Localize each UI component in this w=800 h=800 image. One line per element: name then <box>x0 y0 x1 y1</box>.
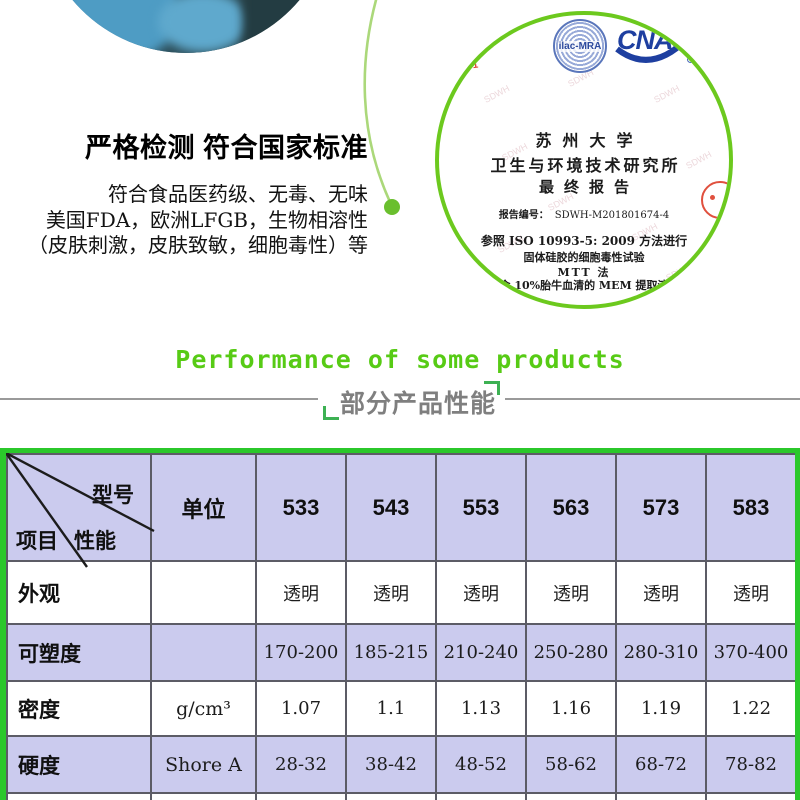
table-row-appearance: 外观 透明 透明 透明 透明 透明 透明 <box>6 560 795 625</box>
value-cell: 透明 <box>345 560 437 625</box>
row-label: 外观 <box>6 560 152 625</box>
green-dot <box>384 199 400 215</box>
row-label: 可塑度 <box>6 623 152 682</box>
value-cell: 370-400 <box>705 623 795 682</box>
ilac-mra-logo-icon: ilac-MRA <box>553 19 607 73</box>
table-header-row: 型号 项目 性能 单位 533 543 553 563 573 583 <box>6 453 795 562</box>
divider-line-left <box>0 398 318 400</box>
unit-cell <box>150 623 257 682</box>
cnas-label: CNAS <box>617 25 691 55</box>
value-cell: 58-62 <box>525 735 617 794</box>
spec-table-grid: 型号 项目 性能 单位 533 543 553 563 573 583 外观 <box>6 453 795 800</box>
certificate-test-line: 固体硅胶的细胞毒性试验 <box>523 251 645 264</box>
hero-body-line: 符合食品医药级、无毒、无味 <box>108 182 368 206</box>
section-title-english: Performance of some products <box>175 345 625 374</box>
watermark-text: SDWH <box>652 83 682 105</box>
divider-line-right <box>505 398 800 400</box>
value-cell: 透明 <box>705 560 795 625</box>
value-cell: 透明 <box>435 560 527 625</box>
table-row-partial <box>6 792 795 800</box>
report-number-label: 报告编号： <box>498 210 549 221</box>
value-cell: 1.16 <box>525 680 617 737</box>
certificate-image: SDWH SDWH SDWH SDWH SDWH SDWH SDWH SDWH … <box>435 11 733 309</box>
value-cell: 170-200 <box>255 623 347 682</box>
table-row-hardness: 硬度 Shore A 28-32 38-42 48-52 58-62 68-72… <box>6 735 795 794</box>
hero-heading: 严格检测 符合国家标准 <box>84 133 368 163</box>
value-cell: 280-310 <box>615 623 707 682</box>
value-cell: 68-72 <box>615 735 707 794</box>
photo-highlight-shape <box>158 0 248 52</box>
certificate-method-line: 参照 ISO 10993-5: 2009 方法进行 <box>480 234 688 248</box>
table-corner-cell: 型号 项目 性能 <box>6 453 152 562</box>
column-header-model: 533 <box>255 453 347 562</box>
column-header-model: 573 <box>615 453 707 562</box>
corner-bracket-bottom-left-icon <box>323 406 339 420</box>
value-cell: 1.19 <box>615 680 707 737</box>
certificate-report-title: 最终报告 <box>538 178 639 196</box>
value-cell: 78-82 <box>705 735 795 794</box>
corner-label-item: 项目 <box>16 530 58 553</box>
table-row-density: 密度 g/cm³ 1.07 1.1 1.13 1.16 1.19 1.22 <box>6 680 795 737</box>
certificate-institute: 卫生与环境技术研究所 <box>490 156 681 175</box>
value-cell: 38-42 <box>345 735 437 794</box>
value-cell: 210-240 <box>435 623 527 682</box>
corner-bracket-top-right-icon <box>484 381 500 395</box>
value-cell: 1.1 <box>345 680 437 737</box>
value-cell: 透明 <box>615 560 707 625</box>
watermark-text: SDWH <box>482 83 512 105</box>
value-cell: 透明 <box>525 560 617 625</box>
red-seal-icon <box>701 181 729 219</box>
certificate-mtt-line: MTT 法 <box>557 266 611 279</box>
table-row-plasticity: 可塑度 170-200 185-215 210-240 250-280 280-… <box>6 623 795 682</box>
corner-label-model: 型号 <box>92 484 134 507</box>
ilac-mra-label: ilac-MRA <box>558 40 602 52</box>
hero-text-block: 严格检测 符合国家标准 符合食品医药级、无毒、无味 美国FDA，欧洲LFGB，生… <box>0 126 368 259</box>
value-cell: 28-32 <box>255 735 347 794</box>
value-cell: 1.07 <box>255 680 347 737</box>
row-label: 硬度 <box>6 735 152 794</box>
column-header-model: 543 <box>345 453 437 562</box>
cnas-logo-icon: CNAS <box>613 21 691 71</box>
hero-body-line: 美国FDA，欧洲LFGB，生物相溶性 <box>45 207 368 232</box>
value-cell: 48-52 <box>435 735 527 794</box>
column-header-model: 553 <box>435 453 527 562</box>
value-cell: 1.13 <box>435 680 527 737</box>
certificate-university: 苏州大学 <box>535 131 644 150</box>
value-cell: 250-280 <box>525 623 617 682</box>
photo-shadow-shape <box>243 0 334 53</box>
row-label: 密度 <box>6 680 152 737</box>
unit-cell: Shore A <box>150 735 257 794</box>
value-cell: 1.22 <box>705 680 795 737</box>
value-cell: 透明 <box>255 560 347 625</box>
column-header-model: 563 <box>525 453 617 562</box>
value-cell: 185-215 <box>345 623 437 682</box>
product-photo-circle <box>38 0 334 53</box>
corner-label-property: 性能 <box>74 530 116 553</box>
cnas-swoosh-icon <box>615 36 690 63</box>
certificate-report-number: 报告编号： SDWH-M201801674-4 <box>439 206 729 221</box>
unit-cell: g/cm³ <box>150 680 257 737</box>
hero-body-line: （皮肤刺激，皮肤致敏，细胞毒性）等 <box>28 233 368 257</box>
column-header-unit: 单位 <box>150 453 257 562</box>
certificate-mem-line: 含 10%胎牛血清的 MEM 提取液 <box>499 279 669 292</box>
unit-cell <box>150 560 257 625</box>
report-number-value: SDWH-M201801674-4 <box>554 210 670 221</box>
column-header-model: 583 <box>705 453 795 562</box>
decorative-curve <box>363 0 400 215</box>
section-title-chinese: 部分产品性能 <box>339 390 496 418</box>
spec-table: 型号 项目 性能 单位 533 543 553 563 573 583 外观 <box>0 448 800 800</box>
cnas-registered-mark-icon <box>687 56 694 63</box>
